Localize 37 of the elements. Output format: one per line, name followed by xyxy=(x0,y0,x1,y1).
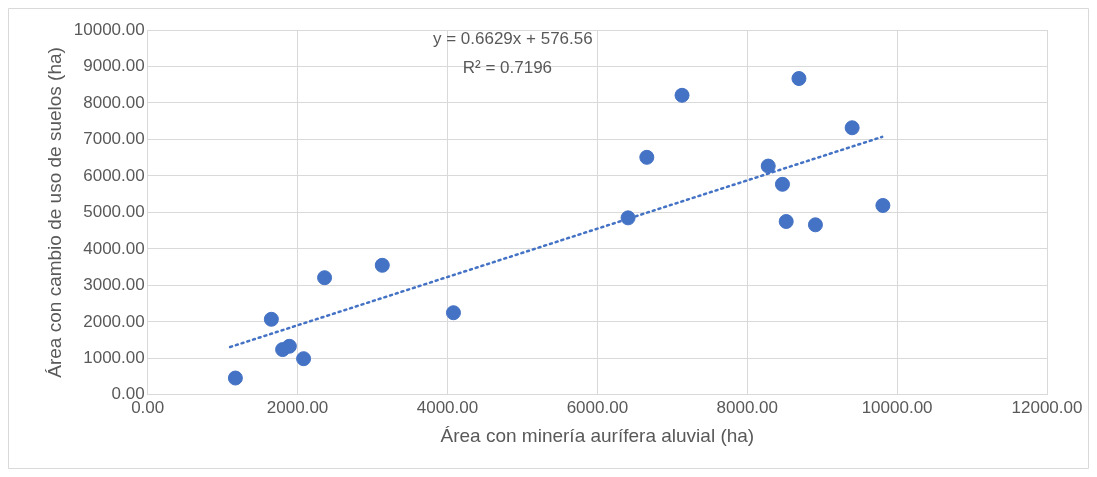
y-tick-label: 7000.00 xyxy=(83,129,145,149)
point xyxy=(875,197,891,213)
y-tick-label: 4000.00 xyxy=(83,238,145,258)
y-tick-label: 1000.00 xyxy=(83,348,145,368)
y-tick-label: 9000.00 xyxy=(83,56,145,76)
x-tick-label: 8000.00 xyxy=(716,397,778,417)
x-axis-title: Área con minería aurífera aluvial (ha) xyxy=(440,424,755,446)
annotation: R² = 0.7196 xyxy=(462,57,553,77)
annotation: y = 0.6629x + 576.56 xyxy=(432,28,593,48)
point xyxy=(227,370,243,386)
y-tick-label: 5000.00 xyxy=(83,202,145,222)
x-tick-label: 12000.00 xyxy=(1011,397,1083,417)
y-tick-label: 10000.00 xyxy=(73,19,145,39)
point xyxy=(317,270,333,286)
x-tick-label: 10000.00 xyxy=(861,397,933,417)
y-tick-label: 6000.00 xyxy=(83,165,145,185)
x-tick-label: 4000.00 xyxy=(416,397,479,417)
point xyxy=(778,214,794,230)
point xyxy=(807,217,823,233)
point xyxy=(774,176,790,192)
point xyxy=(281,338,297,354)
point xyxy=(639,149,655,165)
y-axis-title: Área con cambio de uso de suelos (ha) xyxy=(43,47,65,378)
y-tick-label: 3000.00 xyxy=(83,275,145,295)
point xyxy=(445,305,461,321)
point xyxy=(760,158,776,174)
point xyxy=(674,87,690,103)
point xyxy=(263,311,279,327)
x-tick-label: 6000.00 xyxy=(566,397,629,417)
point xyxy=(791,71,807,87)
y-tick-label: 2000.00 xyxy=(83,311,145,331)
point xyxy=(844,120,860,136)
point xyxy=(620,210,636,226)
y-tick-label: 8000.00 xyxy=(83,92,145,112)
point xyxy=(296,351,312,367)
point xyxy=(374,257,390,273)
x-tick-label: 2000.00 xyxy=(266,397,329,417)
